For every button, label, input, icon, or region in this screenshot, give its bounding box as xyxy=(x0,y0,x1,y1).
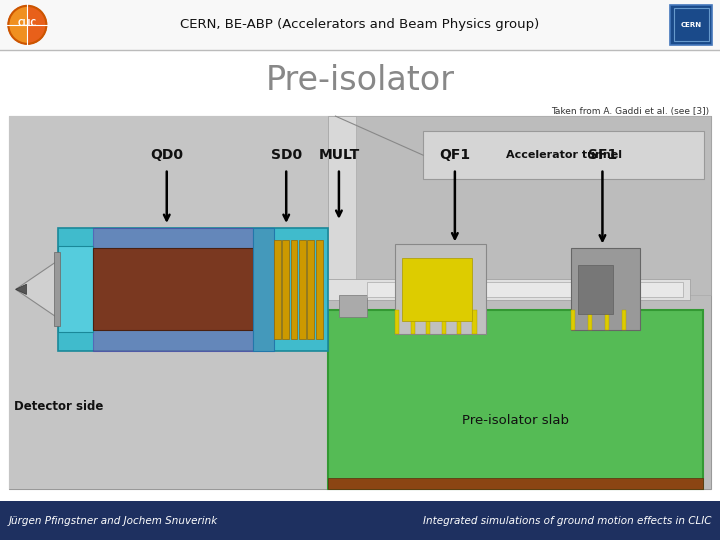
Bar xyxy=(423,131,704,179)
Bar xyxy=(291,240,297,339)
Bar xyxy=(402,258,472,321)
Circle shape xyxy=(24,22,30,28)
Bar xyxy=(58,246,93,333)
Bar xyxy=(623,310,626,330)
Circle shape xyxy=(24,21,31,29)
Text: Taken from A. Gaddi et al. (see [3]): Taken from A. Gaddi et al. (see [3]) xyxy=(551,107,709,116)
Bar xyxy=(54,253,60,326)
Circle shape xyxy=(19,16,36,33)
Bar xyxy=(410,310,415,334)
Text: Detector side: Detector side xyxy=(14,400,104,413)
Bar xyxy=(328,310,703,489)
Bar xyxy=(395,310,400,334)
Circle shape xyxy=(12,10,42,40)
Bar xyxy=(441,310,446,334)
Bar xyxy=(426,310,431,334)
Bar xyxy=(457,310,462,334)
Circle shape xyxy=(25,23,30,26)
Text: Pre-isolator slab: Pre-isolator slab xyxy=(462,414,569,427)
Bar xyxy=(299,240,306,339)
Bar xyxy=(316,240,323,339)
Circle shape xyxy=(22,19,33,30)
Bar xyxy=(304,279,690,300)
Bar xyxy=(0,0,720,50)
Circle shape xyxy=(18,15,37,35)
Circle shape xyxy=(13,11,42,39)
Circle shape xyxy=(10,8,45,42)
Text: CERN, BE-ABP (Accelerators and Beam Physics group): CERN, BE-ABP (Accelerators and Beam Phys… xyxy=(181,18,539,31)
Polygon shape xyxy=(16,284,27,294)
Text: MULT: MULT xyxy=(318,148,359,162)
Circle shape xyxy=(21,18,34,31)
Bar xyxy=(472,310,477,334)
Text: Pre-isolator: Pre-isolator xyxy=(266,64,454,98)
Circle shape xyxy=(27,24,28,26)
Text: Accelerator tunnel: Accelerator tunnel xyxy=(505,150,622,160)
Circle shape xyxy=(9,6,46,44)
Circle shape xyxy=(12,9,43,41)
Bar xyxy=(9,116,328,489)
Circle shape xyxy=(17,15,37,35)
Circle shape xyxy=(22,20,32,30)
Bar xyxy=(328,116,711,295)
Wedge shape xyxy=(9,6,27,44)
Bar xyxy=(328,116,356,295)
Bar xyxy=(58,228,328,351)
Bar xyxy=(282,240,289,339)
Circle shape xyxy=(14,11,40,38)
Bar xyxy=(328,477,703,489)
Bar xyxy=(9,116,711,489)
Bar xyxy=(588,310,592,330)
Bar xyxy=(328,116,711,489)
Circle shape xyxy=(15,12,40,37)
Text: CLIC: CLIC xyxy=(18,19,37,29)
Bar xyxy=(0,501,720,540)
Text: CERN: CERN xyxy=(680,22,702,28)
Polygon shape xyxy=(16,261,58,318)
Bar xyxy=(571,310,575,330)
Bar xyxy=(606,310,609,330)
Bar xyxy=(307,240,314,339)
Bar xyxy=(578,265,613,314)
Bar xyxy=(274,240,281,339)
Bar xyxy=(367,282,683,296)
Bar xyxy=(253,228,274,351)
Bar xyxy=(571,248,639,330)
Circle shape xyxy=(16,14,39,36)
Circle shape xyxy=(20,17,35,32)
Bar xyxy=(339,295,367,318)
Text: SF1: SF1 xyxy=(588,148,617,162)
Bar xyxy=(674,9,708,41)
Text: QF1: QF1 xyxy=(439,148,470,162)
Text: Integrated simulations of ground motion effects in CLIC: Integrated simulations of ground motion … xyxy=(423,516,711,525)
Text: QD0: QD0 xyxy=(150,148,184,162)
Bar xyxy=(93,228,253,351)
Bar xyxy=(395,244,487,334)
Wedge shape xyxy=(27,6,46,44)
Circle shape xyxy=(9,7,45,43)
Bar xyxy=(93,248,253,330)
Text: SD0: SD0 xyxy=(271,148,302,162)
Text: Jürgen Pfingstner and Jochem Snuverink: Jürgen Pfingstner and Jochem Snuverink xyxy=(9,516,218,525)
